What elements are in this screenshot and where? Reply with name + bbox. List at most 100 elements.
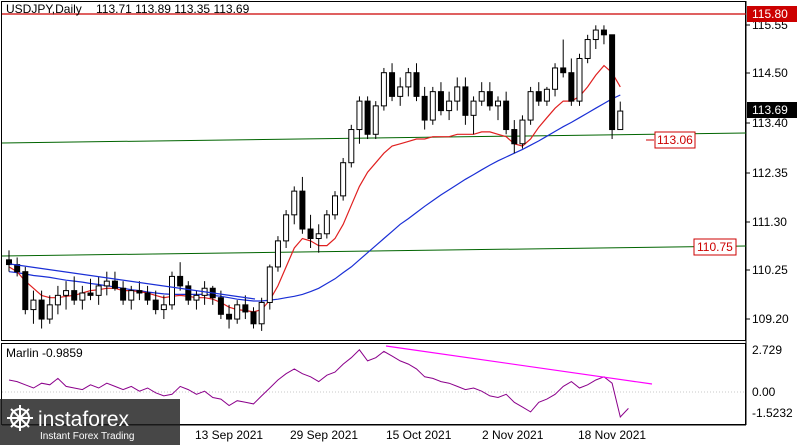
candle[interactable] — [128, 285, 135, 310]
candle[interactable] — [397, 77, 404, 106]
candle[interactable] — [193, 290, 200, 310]
candle[interactable] — [323, 210, 330, 239]
candle[interactable] — [535, 82, 542, 106]
price-axis: 115.55 114.50 113.40 112.35 111.30 110.2… — [746, 18, 789, 326]
descending-trendline[interactable] — [9, 263, 256, 300]
indicator-name-label: Marlin — [6, 346, 39, 360]
candle[interactable] — [486, 82, 493, 111]
candle[interactable] — [584, 34, 591, 64]
candle[interactable] — [568, 58, 575, 106]
time-tick: 15 Oct 2021 — [386, 428, 452, 442]
candle[interactable] — [160, 295, 167, 320]
candle[interactable] — [103, 271, 110, 296]
candle[interactable] — [429, 86, 436, 125]
candle[interactable] — [356, 96, 363, 144]
candle[interactable] — [258, 297, 265, 331]
candle[interactable] — [30, 290, 37, 324]
price-pane[interactable] — [1, 1, 746, 341]
candle[interactable] — [266, 264, 273, 310]
candle[interactable] — [372, 101, 379, 140]
candle[interactable] — [217, 290, 224, 320]
trend-line-upper[interactable] — [1, 132, 747, 144]
candle[interactable] — [478, 82, 485, 106]
candle[interactable] — [250, 307, 257, 329]
slow-moving-average — [8, 94, 621, 302]
candle[interactable] — [136, 281, 143, 301]
support-upper-box[interactable] — [654, 131, 696, 149]
candle[interactable] — [242, 295, 249, 320]
indicator-tick: 2.729 — [752, 343, 782, 357]
candle[interactable] — [54, 285, 61, 315]
candle[interactable] — [503, 91, 510, 135]
candle[interactable] — [152, 290, 159, 315]
candle[interactable] — [543, 86, 550, 106]
candle[interactable] — [144, 285, 151, 305]
candle[interactable] — [380, 67, 387, 111]
candle[interactable] — [22, 266, 29, 315]
candle[interactable] — [519, 115, 526, 149]
candle[interactable] — [560, 39, 567, 78]
candle[interactable] — [437, 82, 444, 116]
candle[interactable] — [552, 63, 559, 97]
candle[interactable] — [274, 236, 281, 272]
candle[interactable] — [226, 304, 233, 329]
candle[interactable] — [405, 67, 412, 97]
candle[interactable] — [177, 262, 184, 291]
divergence-line[interactable] — [385, 345, 653, 385]
candle[interactable] — [600, 25, 607, 45]
candle[interactable] — [283, 210, 290, 248]
trend-line-lower[interactable] — [1, 245, 747, 257]
candle[interactable] — [454, 77, 461, 111]
candle[interactable] — [315, 224, 322, 253]
candle[interactable] — [79, 285, 86, 310]
candle-body — [486, 91, 493, 107]
chart-ohlc-label: 113.71 113.89 113.35 113.69 — [96, 2, 250, 16]
candle[interactable] — [511, 120, 518, 154]
candle[interactable] — [495, 96, 501, 121]
candle-body — [584, 39, 591, 59]
candle[interactable] — [340, 157, 347, 201]
candle[interactable] — [111, 271, 118, 291]
candle[interactable] — [234, 300, 241, 324]
candle[interactable] — [87, 278, 94, 301]
candle[interactable] — [592, 25, 599, 50]
candle[interactable] — [95, 276, 102, 305]
indicator-axis: 2.729 0.00 -1.5232 — [752, 343, 793, 420]
candle[interactable] — [307, 214, 314, 248]
candle[interactable] — [332, 191, 338, 220]
candle[interactable] — [446, 91, 453, 121]
candle[interactable] — [364, 96, 371, 140]
candle-body — [54, 294, 61, 306]
candle[interactable] — [169, 271, 175, 310]
candle-body — [519, 119, 526, 145]
candle[interactable] — [527, 86, 534, 125]
candle[interactable] — [617, 101, 624, 131]
candle[interactable] — [470, 96, 477, 135]
candle[interactable] — [120, 281, 127, 305]
current-price-tag[interactable] — [747, 102, 797, 118]
candle[interactable] — [462, 77, 469, 125]
indicator-value-label: -0.9859 — [42, 346, 83, 360]
candle[interactable] — [63, 281, 70, 310]
candle[interactable] — [609, 34, 616, 140]
candle[interactable] — [389, 63, 396, 102]
candle[interactable] — [291, 186, 298, 225]
candle[interactable] — [46, 295, 53, 324]
candle[interactable] — [348, 124, 355, 168]
candle[interactable] — [6, 250, 12, 272]
candlesticks[interactable] — [6, 25, 624, 331]
candle[interactable] — [421, 86, 428, 130]
candle[interactable] — [299, 176, 306, 234]
resistance-tag[interactable] — [747, 6, 797, 22]
candle[interactable] — [576, 53, 583, 106]
candle[interactable] — [38, 290, 45, 329]
candle-body — [136, 290, 143, 294]
candle[interactable] — [71, 276, 78, 305]
candle[interactable] — [185, 281, 192, 305]
support-lower-box[interactable] — [693, 238, 737, 256]
fast-moving-average — [8, 64, 621, 313]
candle[interactable] — [413, 63, 420, 102]
candle-body — [380, 72, 387, 107]
candle-body — [79, 292, 86, 301]
